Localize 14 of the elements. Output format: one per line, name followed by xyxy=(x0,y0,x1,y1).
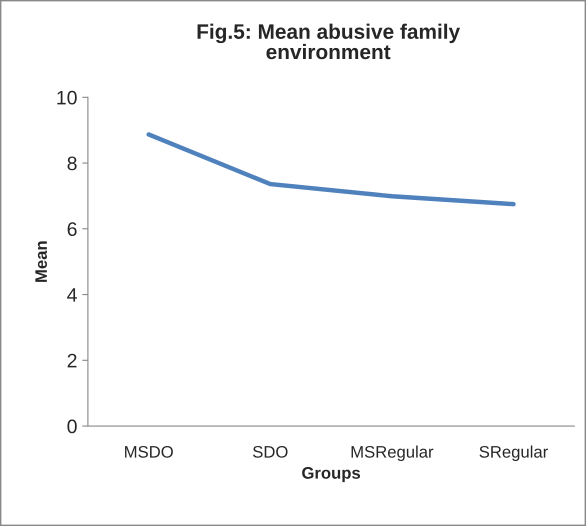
y-tick-label: 10 xyxy=(57,90,77,105)
x-tick-label: MSRegular xyxy=(352,446,434,462)
x-tick-label: SDO xyxy=(252,446,288,458)
x-axis-title: Groups xyxy=(302,467,360,482)
y-axis-title: Mean xyxy=(35,241,48,282)
x-tick-label: SRegular xyxy=(480,446,548,462)
y-tick-label: 0 xyxy=(67,420,77,434)
y-tick-label: 2 xyxy=(68,354,77,368)
x-tick-label: MSDO xyxy=(125,446,173,458)
y-tick-label: 8 xyxy=(68,156,77,170)
y-tick-label: 4 xyxy=(67,288,77,302)
chart-title: Fig.5: Mean abusive family environment xyxy=(198,24,460,60)
y-tick-label: 6 xyxy=(68,222,77,236)
line-series xyxy=(146,132,516,206)
